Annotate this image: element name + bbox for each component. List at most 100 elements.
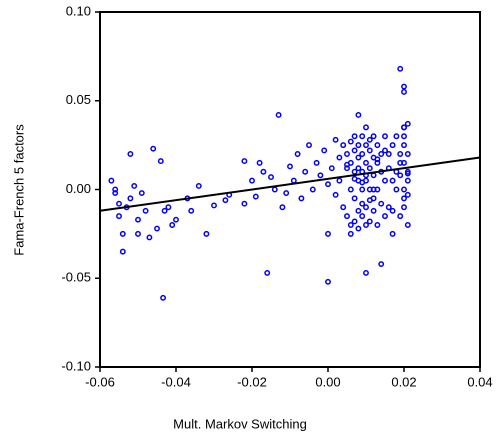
point: [351, 133, 358, 140]
point: [363, 222, 369, 228]
point: [325, 230, 331, 237]
point: [401, 142, 407, 149]
point: [359, 179, 366, 186]
point: [317, 172, 324, 179]
point: [363, 204, 369, 211]
point: [336, 177, 343, 184]
point: [119, 230, 126, 237]
point: [241, 200, 248, 207]
point: [275, 112, 282, 118]
point: [135, 216, 141, 223]
point: [359, 151, 366, 157]
point: [119, 248, 126, 255]
point: [385, 204, 392, 211]
point: [298, 195, 305, 202]
point: [370, 186, 377, 193]
point: [389, 142, 396, 149]
point: [309, 186, 316, 193]
point: [404, 191, 411, 198]
point: [366, 218, 373, 225]
point: [389, 230, 396, 237]
point: [351, 218, 358, 225]
point: [325, 181, 331, 188]
point: [112, 186, 119, 193]
point: [355, 165, 362, 172]
point: [363, 269, 369, 276]
point: [203, 230, 210, 237]
point: [347, 138, 354, 145]
point: [336, 154, 343, 161]
point: [344, 151, 350, 157]
point: [401, 83, 407, 90]
x-tick-label: 0.04: [467, 374, 492, 389]
point: [401, 124, 407, 131]
point: [340, 204, 347, 211]
point: [108, 177, 115, 184]
point: [355, 154, 362, 161]
point: [355, 142, 362, 149]
point: [351, 168, 358, 175]
point: [363, 142, 369, 149]
point: [135, 230, 141, 237]
point: [161, 207, 168, 214]
point: [347, 186, 354, 193]
point: [328, 165, 335, 172]
point: [374, 142, 381, 149]
point: [397, 213, 404, 220]
point: [374, 156, 381, 163]
point: [142, 207, 149, 214]
point: [283, 190, 290, 197]
point: [401, 88, 407, 95]
point: [366, 147, 373, 154]
point: [256, 159, 263, 166]
point: [378, 200, 385, 207]
point: [351, 147, 358, 154]
fit-line: [99, 156, 481, 212]
point: [359, 133, 366, 140]
point: [252, 193, 259, 200]
point: [397, 151, 404, 157]
point: [268, 174, 274, 181]
point: [138, 190, 145, 197]
y-tick-label: -0.05: [61, 270, 91, 285]
point: [393, 133, 400, 140]
x-tick-label: 0.00: [315, 374, 340, 389]
point: [404, 120, 411, 127]
point: [332, 136, 339, 143]
y-axis-label: Fama-French 5 factors: [11, 124, 26, 256]
point: [306, 142, 312, 149]
point: [347, 230, 354, 237]
point: [378, 151, 385, 157]
point: [287, 163, 293, 170]
point: [366, 197, 373, 204]
point: [382, 133, 388, 140]
point: [116, 200, 122, 207]
point: [370, 207, 377, 214]
point: [264, 269, 271, 276]
point: [347, 222, 354, 228]
point: [340, 142, 347, 149]
point: [146, 234, 153, 241]
point: [332, 191, 339, 198]
point: [290, 177, 297, 184]
point: [344, 161, 350, 168]
point: [401, 204, 407, 211]
point: [366, 165, 373, 172]
point: [355, 225, 362, 232]
point: [401, 159, 407, 166]
point: [355, 207, 362, 214]
x-tick-label: 0.02: [391, 374, 416, 389]
point: [359, 213, 366, 220]
point: [374, 222, 381, 228]
point: [313, 159, 320, 166]
point: [211, 202, 217, 209]
point: [249, 177, 255, 184]
point: [363, 124, 369, 131]
point: [127, 151, 134, 157]
point: [188, 207, 195, 214]
y-tick-label: 0.00: [66, 181, 91, 196]
x-axis-label: Mult. Markov Switching: [173, 416, 307, 431]
point: [359, 186, 366, 193]
point: [112, 190, 119, 197]
x-tick-label: -0.02: [237, 374, 267, 389]
